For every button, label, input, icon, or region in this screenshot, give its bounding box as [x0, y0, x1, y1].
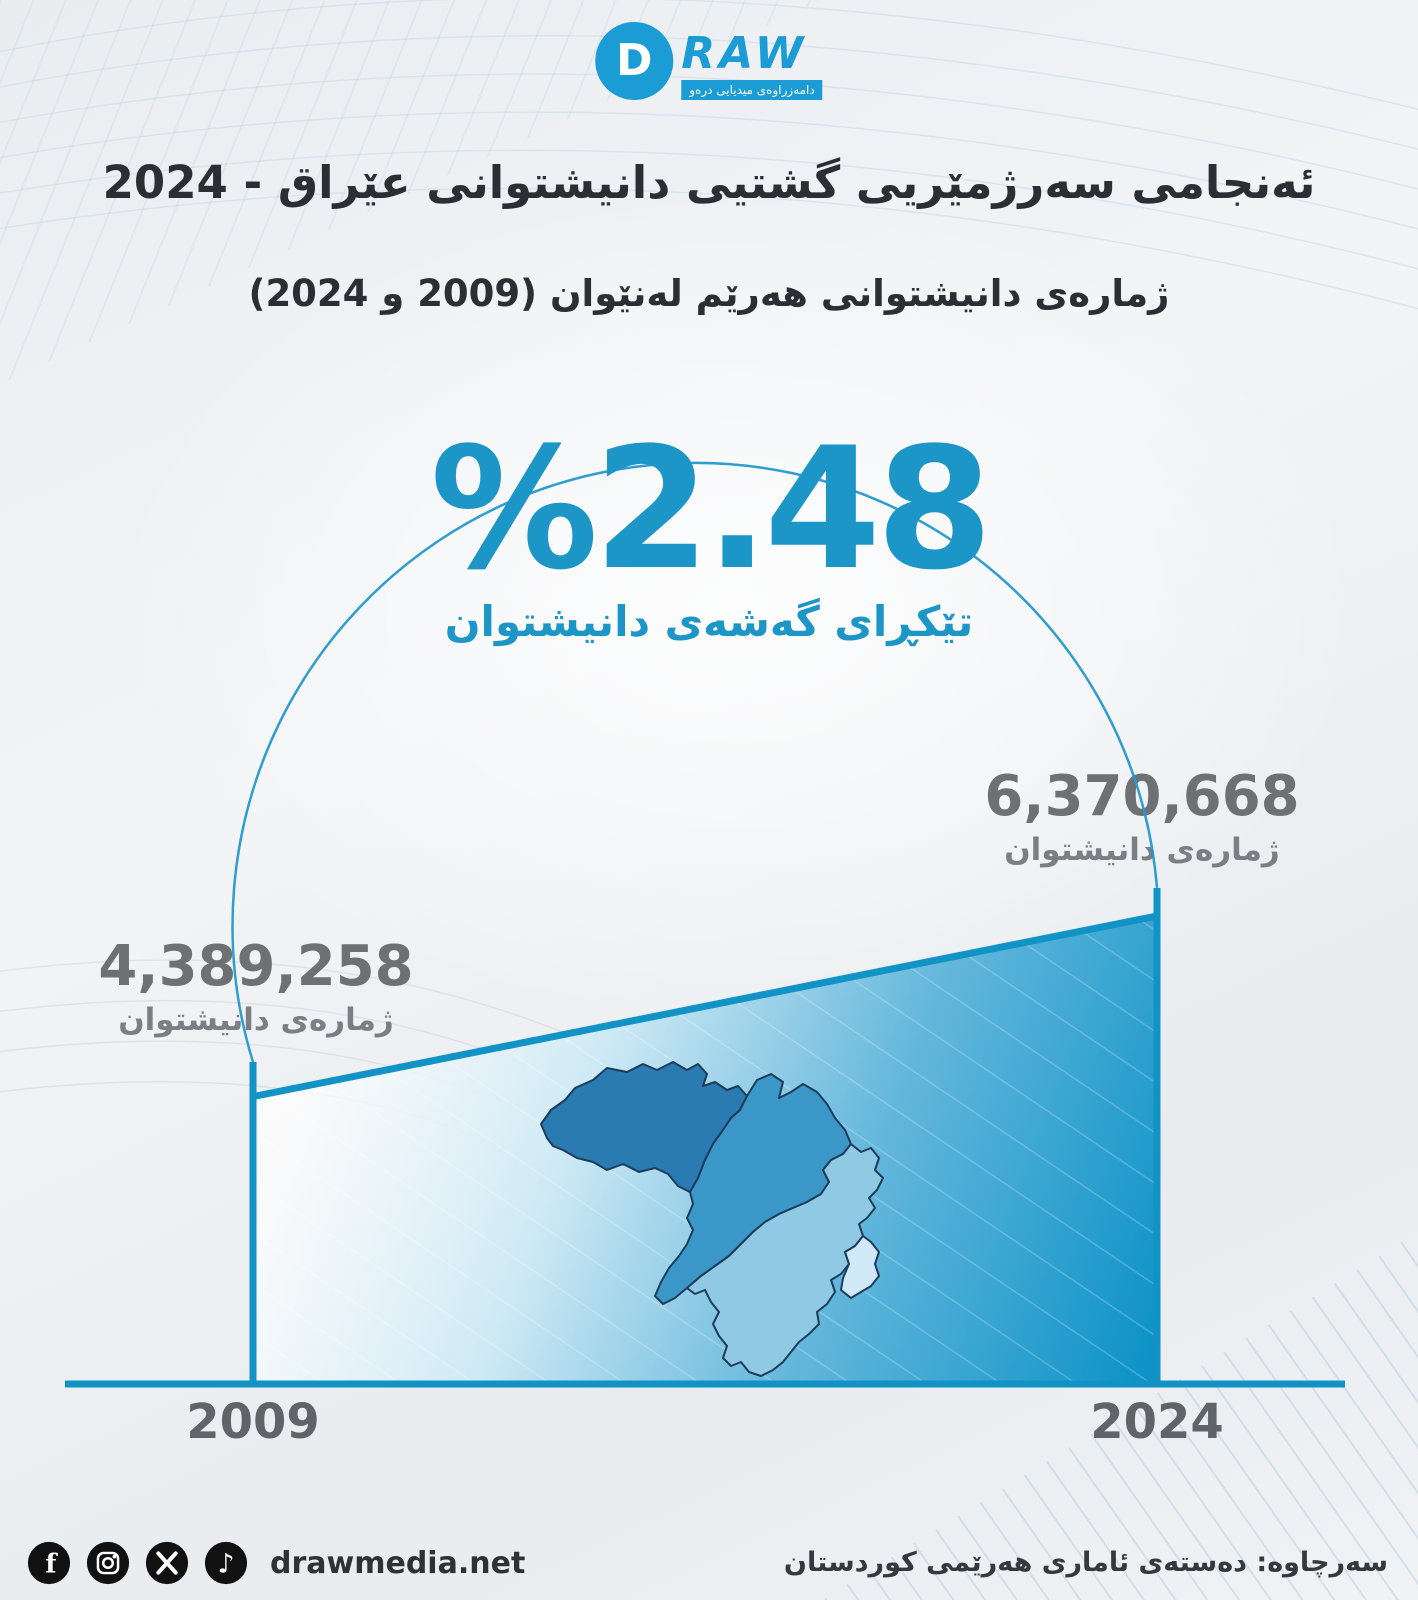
map-region-sulaymaniyah: [686, 1143, 884, 1377]
population-2009-label: ژمارەی دانیشتوان: [118, 1001, 394, 1038]
kurdistan-map: [540, 1061, 884, 1377]
growth-rate-block: %2.48 تێکڕای گەشەی دانیشتوان: [0, 411, 1418, 647]
growth-rate-value: %2.48: [430, 411, 993, 607]
axis-label-2009: 2009: [186, 1394, 320, 1450]
x-icon[interactable]: [144, 1540, 190, 1586]
map-region-erbil: [654, 1073, 852, 1305]
population-2009-annotation: 4,389,258 ژمارەی دانیشتوان: [96, 936, 416, 1038]
source-credit: سەرچاوە: دەستەی ئاماری هەرێمی کوردستان: [783, 1547, 1388, 1578]
draw-media-logo: D RAW دامەزراوەی میدیایی درەو: [595, 22, 823, 100]
logo-wordmark: RAW: [681, 28, 808, 79]
svg-text:♪: ♪: [217, 1549, 234, 1580]
facebook-icon[interactable]: f: [26, 1540, 72, 1586]
logo-wordmark-block: RAW دامەزراوەی میدیایی درەو: [681, 28, 823, 100]
instagram-icon[interactable]: [85, 1540, 131, 1586]
logo-letter: D: [615, 35, 653, 86]
map-region-duhok: [540, 1061, 748, 1193]
map-region-halabja: [840, 1235, 880, 1299]
axis-label-2024: 2024: [1090, 1394, 1224, 1450]
svg-text:f: f: [45, 1550, 58, 1580]
population-2024-label: ژمارەی دانیشتوان: [1004, 831, 1280, 868]
growth-rate-label: تێکڕای گەشەی دانیشتوان: [444, 597, 974, 647]
draw-logo-icon: D: [595, 22, 674, 100]
page-title: ئەنجامی سەرژمێریی گشتیی دانیشتوانی عێراق…: [102, 156, 1316, 209]
population-2024-value: 6,370,668: [984, 764, 1300, 829]
population-2024-annotation: 6,370,668 ژمارەی دانیشتوان: [982, 766, 1302, 868]
website-url[interactable]: drawmedia.net: [270, 1545, 526, 1581]
social-links: f ♪ drawmedia.net: [26, 1540, 525, 1586]
page-subtitle: ژمارەی دانیشتوانی هەرێم لەنێوان (2009 و …: [248, 272, 1170, 315]
tiktok-icon[interactable]: ♪: [203, 1540, 249, 1586]
population-2009-value: 4,389,258: [98, 934, 414, 999]
footer: f ♪ drawmedia.net سەرچاوە: دەستەی ئاماری…: [0, 1530, 1418, 1600]
logo-tagline: دامەزراوەی میدیایی درەو: [681, 80, 823, 100]
